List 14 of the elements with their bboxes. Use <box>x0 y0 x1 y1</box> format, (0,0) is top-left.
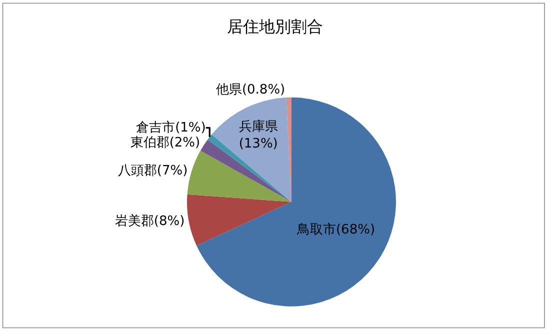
pie-slice <box>187 194 292 246</box>
slice-label: 兵庫県 <box>238 118 278 134</box>
slice-label: 岩美郡(8%) <box>114 212 185 229</box>
slice-label: 鳥取市(68%) <box>296 222 376 238</box>
chart-title: 居住地別割合 <box>227 17 323 36</box>
pie-slice <box>187 150 292 202</box>
slice-label: 他県(0.8%) <box>216 82 286 98</box>
pie-slice <box>212 98 292 202</box>
data-label: (13%) <box>238 136 278 152</box>
pie-slice <box>200 140 292 202</box>
slice-label: 八頭郡(7%) <box>118 164 188 179</box>
slice-label: 東伯郡(2%) <box>130 135 200 150</box>
slice-label: 倉吉市(1%) <box>136 120 206 136</box>
pie-slice <box>208 134 292 202</box>
